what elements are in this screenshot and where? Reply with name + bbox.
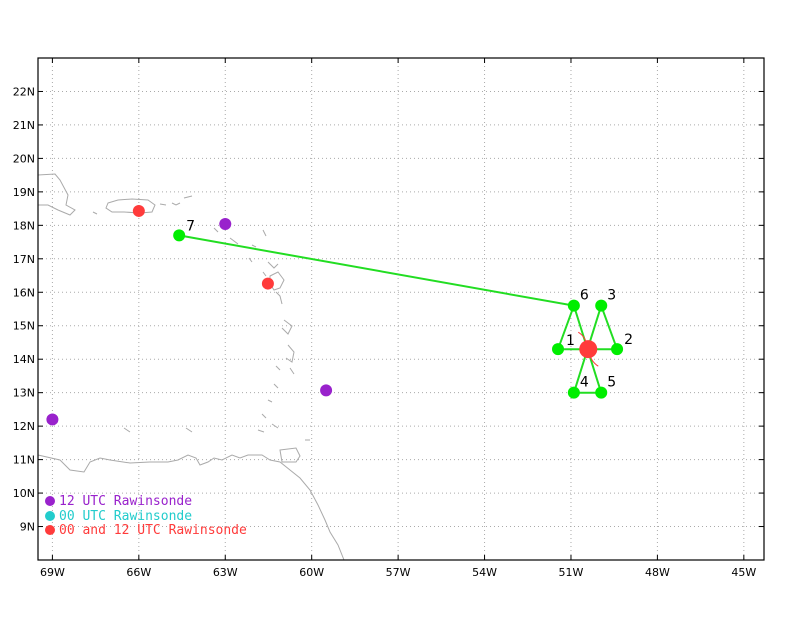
axis-ticks (38, 58, 764, 560)
legend-item-00utc: 00 UTC Rawinsonde (45, 509, 192, 524)
lon-label: 69W (40, 566, 65, 579)
legend: 12 UTC Rawinsonde 00 UTC Rawinsonde 00 a… (45, 494, 247, 538)
lat-label: 19N (13, 186, 35, 199)
map-plot-area (38, 58, 764, 560)
lat-label: 14N (13, 353, 35, 366)
legend-label: 12 UTC Rawinsonde (59, 494, 192, 509)
track-point-marker (552, 343, 565, 356)
hispaniola-coast (37, 173, 76, 216)
track-point-label: 1 (566, 333, 575, 349)
grenadines-coast (257, 399, 279, 433)
storm-center (577, 331, 599, 367)
track-point-marker (567, 299, 580, 312)
rawinsonde-stations (46, 204, 333, 426)
lon-label: 54W (472, 566, 497, 579)
track-point-marker (611, 343, 624, 356)
virgin-islands-coast (92, 195, 193, 215)
track-point-label: 4 (580, 375, 589, 391)
track-point-label: 3 (607, 288, 616, 304)
lat-label: 13N (13, 387, 35, 400)
lon-label: 57W (386, 566, 411, 579)
lat-label: 18N (13, 219, 35, 232)
lat-label: 11N (13, 454, 35, 467)
lat-label: 22N (13, 85, 35, 98)
legend-cyan-marker (45, 511, 55, 521)
lon-label: 48W (645, 566, 670, 579)
rawinsonde-station-marker (132, 204, 145, 217)
lon-label: 66W (126, 566, 151, 579)
lat-label: 9N (20, 521, 35, 534)
lat-label: 21N (13, 119, 35, 132)
map-frame (37, 57, 765, 561)
lat-label: 10N (13, 487, 35, 500)
track-point-label: 5 (607, 375, 616, 391)
track-point-label: 2 (624, 332, 633, 348)
track-point-marker (595, 299, 608, 312)
track-points: 1 2 3 4 5 6 7 (173, 218, 633, 399)
puerto-rico-coast (105, 198, 156, 214)
track-point-marker (173, 229, 186, 242)
track-point-label: 6 (580, 288, 589, 304)
legend-item-00-and-12utc: 00 and 12 UTC Rawinsonde (45, 523, 247, 538)
legend-label: 00 and 12 UTC Rawinsonde (59, 523, 247, 538)
longitude-labels: 69W 66W 63W 60W 57W 54W 51W 48W 45W (40, 566, 756, 579)
lat-label: 15N (13, 320, 35, 333)
rawinsonde-station-marker (46, 413, 59, 426)
lon-label: 60W (299, 566, 324, 579)
south-america-coast (37, 454, 345, 561)
lesser-antilles-north-coast (213, 227, 285, 291)
lon-label: 45W (731, 566, 756, 579)
lon-label: 51W (559, 566, 584, 579)
lat-label: 20N (13, 152, 35, 165)
legend-red-marker (45, 525, 55, 535)
legend-item-12utc: 12 UTC Rawinsonde (45, 494, 192, 509)
track-point-marker (567, 386, 580, 399)
grid-lines (38, 58, 764, 560)
lat-label: 12N (13, 420, 35, 433)
lesser-antilles-central-coast (273, 291, 295, 389)
lat-label: 16N (13, 286, 35, 299)
trinidad-coast (279, 439, 310, 463)
coastlines (37, 173, 345, 561)
lon-label: 63W (213, 566, 238, 579)
lat-label: 17N (13, 253, 35, 266)
storm-center-marker (579, 340, 598, 359)
latitude-labels: 9N 10N 11N 12N 13N 14N 15N 16N 17N 18N 19N 20N 21N 22… (13, 85, 35, 533)
legend-label: 00 UTC Rawinsonde (59, 509, 192, 524)
legend-purple-marker (45, 496, 55, 506)
track-point-marker (595, 386, 608, 399)
rawinsonde-station-marker (219, 217, 232, 230)
track-point-label: 7 (186, 218, 195, 234)
rawinsonde-station-marker (320, 384, 333, 397)
rawinsonde-station-marker (261, 277, 274, 290)
